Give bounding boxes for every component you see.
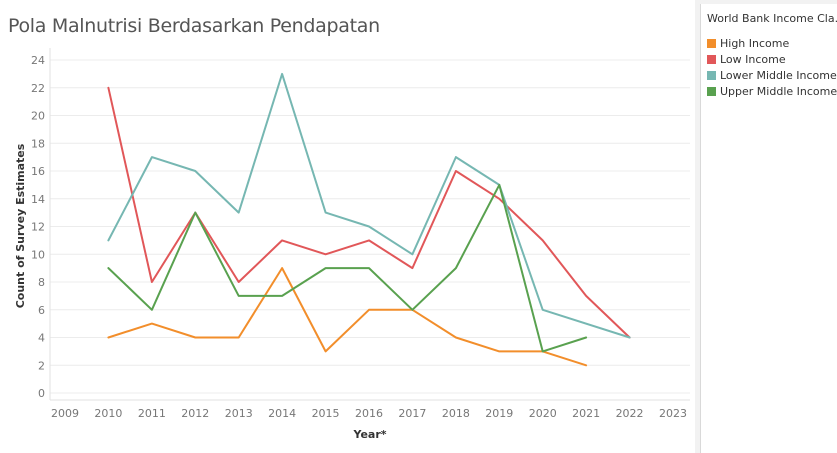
x-tick-label-2017: 2017 xyxy=(398,407,426,420)
data-point-high-income-2015[interactable] xyxy=(323,348,329,354)
data-point-high-income-2021[interactable] xyxy=(583,362,589,368)
data-point-upper-middle-income-2014[interactable] xyxy=(279,293,285,299)
data-point-low-income-2021[interactable] xyxy=(583,293,589,299)
data-point-lower-middle-income-2012[interactable] xyxy=(192,168,198,174)
data-point-lower-middle-income-2018[interactable] xyxy=(453,154,459,160)
data-point-high-income-2014[interactable] xyxy=(279,265,285,271)
data-point-upper-middle-income-2015[interactable] xyxy=(323,265,329,271)
y-tick-label-18: 18 xyxy=(31,137,45,150)
x-tick-label-2013: 2013 xyxy=(225,407,253,420)
legend-swatch-upper-middle-income xyxy=(707,86,716,96)
x-tick-label-2018: 2018 xyxy=(442,407,470,420)
y-tick-label-12: 12 xyxy=(31,221,45,234)
legend-label-low-income: Low Income xyxy=(720,52,786,66)
x-tick-label-2022: 2022 xyxy=(616,407,644,420)
data-point-high-income-2016[interactable] xyxy=(366,307,372,313)
data-point-high-income-2019[interactable] xyxy=(496,348,502,354)
legend-swatch-high-income xyxy=(707,38,716,48)
data-point-lower-middle-income-2017[interactable] xyxy=(409,251,415,257)
x-tick-label-2010: 2010 xyxy=(94,407,122,420)
data-point-lower-middle-income-2020[interactable] xyxy=(540,307,546,313)
x-tick-label-2019: 2019 xyxy=(485,407,513,420)
y-tick-label-8: 8 xyxy=(38,276,45,289)
legend-label-upper-middle-income: Upper Middle Income xyxy=(720,84,837,98)
data-point-upper-middle-income-2020[interactable] xyxy=(540,348,546,354)
y-axis-label: Count of Survey Estimates xyxy=(14,143,27,308)
data-point-low-income-2010[interactable] xyxy=(105,85,111,91)
data-point-high-income-2013[interactable] xyxy=(236,335,242,341)
x-tick-label-2014: 2014 xyxy=(268,407,296,420)
legend-title: World Bank Income Cla... xyxy=(707,12,837,25)
x-tick-label-2015: 2015 xyxy=(312,407,340,420)
series-line-lower-middle-income[interactable] xyxy=(107,72,631,339)
chart-title: Pola Malnutrisi Berdasarkan Pendapatan xyxy=(8,15,380,37)
data-point-upper-middle-income-2012[interactable] xyxy=(192,210,198,216)
x-tick-label-2020: 2020 xyxy=(529,407,557,420)
legend-swatch-low-income xyxy=(707,54,716,64)
y-tick-label-10: 10 xyxy=(31,248,45,261)
data-point-lower-middle-income-2010[interactable] xyxy=(105,237,111,243)
y-tick-label-24: 24 xyxy=(31,54,45,67)
data-point-upper-middle-income-2016[interactable] xyxy=(366,265,372,271)
data-point-low-income-2013[interactable] xyxy=(236,279,242,285)
legend-label-lower-middle-income: Lower Middle Income xyxy=(720,68,837,82)
legend: World Bank Income Cla... High Income Low… xyxy=(700,4,837,453)
data-point-low-income-2016[interactable] xyxy=(366,237,372,243)
data-point-high-income-2018[interactable] xyxy=(453,335,459,341)
legend-item-lower-middle-income[interactable]: Lower Middle Income xyxy=(707,67,837,83)
data-point-low-income-2011[interactable] xyxy=(149,279,155,285)
legend-item-upper-middle-income[interactable]: Upper Middle Income xyxy=(707,83,837,99)
x-tick-label-2021: 2021 xyxy=(572,407,600,420)
y-tick-label-2: 2 xyxy=(38,359,45,372)
x-tick-label-2023: 2023 xyxy=(659,407,687,420)
y-tick-label-14: 14 xyxy=(31,193,45,206)
data-point-high-income-2012[interactable] xyxy=(192,335,198,341)
data-point-low-income-2015[interactable] xyxy=(323,251,329,257)
data-point-lower-middle-income-2013[interactable] xyxy=(236,210,242,216)
y-tick-label-16: 16 xyxy=(31,165,45,178)
data-point-upper-middle-income-2011[interactable] xyxy=(149,307,155,313)
x-tick-label-2016: 2016 xyxy=(355,407,383,420)
data-point-lower-middle-income-2015[interactable] xyxy=(323,210,329,216)
data-point-high-income-2011[interactable] xyxy=(149,321,155,327)
data-point-lower-middle-income-2022[interactable] xyxy=(627,335,633,341)
legend-label-high-income: High Income xyxy=(720,36,790,50)
data-point-upper-middle-income-2018[interactable] xyxy=(453,265,459,271)
data-point-low-income-2014[interactable] xyxy=(279,237,285,243)
y-tick-label-22: 22 xyxy=(31,82,45,95)
y-tick-label-4: 4 xyxy=(38,332,45,345)
data-point-lower-middle-income-2014[interactable] xyxy=(279,71,285,77)
data-point-upper-middle-income-2013[interactable] xyxy=(236,293,242,299)
legend-item-high-income[interactable]: High Income xyxy=(707,35,789,51)
data-point-low-income-2018[interactable] xyxy=(453,168,459,174)
legend-item-low-income[interactable]: Low Income xyxy=(707,51,786,67)
chart-panel: Pola Malnutrisi Berdasarkan Pendapatan 0… xyxy=(0,0,695,453)
y-tick-label-20: 20 xyxy=(31,110,45,123)
legend-swatch-lower-middle-income xyxy=(707,70,716,80)
data-point-upper-middle-income-2021[interactable] xyxy=(583,335,589,341)
data-point-upper-middle-income-2017[interactable] xyxy=(409,307,415,313)
data-point-upper-middle-income-2010[interactable] xyxy=(105,265,111,271)
x-tick-label-2012: 2012 xyxy=(181,407,209,420)
data-point-lower-middle-income-2011[interactable] xyxy=(149,154,155,160)
x-axis-label: Year* xyxy=(352,428,386,441)
data-point-low-income-2020[interactable] xyxy=(540,237,546,243)
data-point-upper-middle-income-2019[interactable] xyxy=(496,182,502,188)
series-line-high-income[interactable] xyxy=(107,267,588,367)
data-point-low-income-2017[interactable] xyxy=(409,265,415,271)
series-line-upper-middle-income[interactable] xyxy=(107,183,588,353)
series-line-low-income[interactable] xyxy=(107,86,631,339)
x-tick-label-2009: 2009 xyxy=(51,407,79,420)
x-tick-label-2011: 2011 xyxy=(138,407,166,420)
data-point-lower-middle-income-2016[interactable] xyxy=(366,224,372,230)
data-point-high-income-2010[interactable] xyxy=(105,335,111,341)
y-tick-label-0: 0 xyxy=(38,387,45,400)
y-tick-label-6: 6 xyxy=(38,304,45,317)
